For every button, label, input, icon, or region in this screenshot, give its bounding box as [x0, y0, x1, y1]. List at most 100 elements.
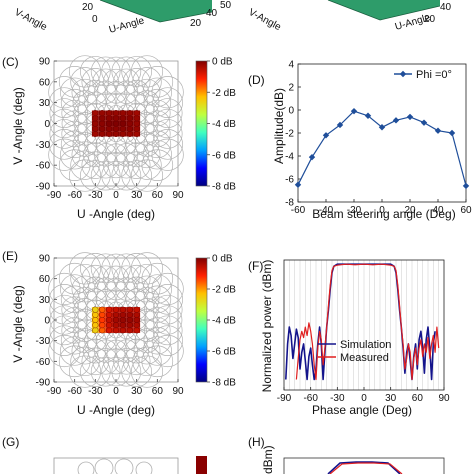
panel-e-footprint-cell-26 — [68, 252, 102, 285]
panel-e-footprint-cell-103 — [152, 325, 183, 356]
panel-c-footprint-cell-28 — [81, 151, 110, 179]
panel-e-footprint-cell-59 — [101, 253, 131, 284]
panel-e-footprint-cell-17 — [70, 346, 100, 377]
panel-e-active-beam-2-2 — [106, 316, 113, 324]
panel-e-active-beam-3-1 — [99, 311, 106, 318]
panel-c-footprint-cell-89 — [134, 90, 160, 116]
panel-g-colorbar — [196, 456, 207, 474]
panel-f-xtick-label-4: 30 — [385, 393, 397, 404]
panel-c-footprint-cell-0 — [48, 138, 81, 171]
panel-c-footprint-cell-93 — [141, 149, 174, 181]
panel-c-footprint-cell-107 — [152, 87, 183, 118]
panel-c-active-beam-2-3 — [112, 120, 120, 127]
panel-c-active-beam-4-1 — [99, 110, 106, 117]
panel-e-footprint-cell-92 — [130, 252, 164, 285]
panel-c-footprint-cell-15 — [58, 66, 91, 98]
top-strip-left: V-Angle U-Angle 20 0 20 40 50 — [13, 0, 232, 36]
panel-d-series-0-point-3 — [336, 121, 344, 129]
panel-e-footprint-cell-83 — [132, 346, 162, 377]
panel-e-active-beam-2-4 — [119, 316, 126, 324]
panel-c-active-beam-3-6 — [133, 115, 140, 122]
panel-e-footprint-cell-58 — [102, 265, 130, 292]
panel-c: (C) -90 -60 -30 0 30 60 90 -90 -60 -30 0 30 60 90 U -… — [2, 55, 184, 221]
panel-e-footprint-cell-101 — [141, 262, 174, 295]
panel-d-ylabel: Amplitude(dB) — [272, 88, 286, 164]
panel-c-ytick-label-3: 0 — [44, 119, 50, 130]
panel-e-active-beam-1-2 — [106, 322, 113, 329]
surface-right-tick-2: 40 — [440, 2, 452, 13]
panel-e-footprint-cell-82 — [130, 355, 164, 388]
panel-e-footprint-cell-36 — [81, 264, 110, 293]
panel-c-footprint-cell-95 — [143, 130, 172, 159]
panel-e-colorbar-tick-label-4: -8 dB — [212, 378, 236, 389]
panel-e-active-beam-3-5 — [126, 311, 133, 318]
panel-c-active-beam-0-1 — [99, 130, 106, 137]
panel-e-footprint-cell-108 — [151, 272, 184, 306]
surface-left-tick-3: 20 — [190, 18, 202, 29]
panel-c-colorbar-tick-label-3: -6 dB — [212, 150, 236, 161]
panel-e-footprint-cell-8 — [59, 336, 90, 366]
panel-c-footprint-cell-7 — [58, 149, 91, 181]
panel-e-active-beam-0-5 — [126, 327, 133, 334]
panel-e-footprint-cell-72 — [122, 347, 151, 376]
panel-c-active-beam-1-4 — [119, 125, 126, 132]
panel-c-footprint-cell-83 — [132, 150, 162, 180]
panel-e-colorbar-tick-label-0: 0 dB — [212, 254, 233, 265]
panel-c-footprint-cell-17 — [70, 150, 100, 180]
panel-e-active-beam-0-6 — [133, 327, 140, 334]
panel-c-ytick-label-4: 30 — [39, 98, 51, 109]
panel-e-footprint-cell-89 — [134, 286, 160, 312]
panel-e-ytick-label-5: 60 — [39, 274, 51, 285]
panel-c-active-beam-0-3 — [112, 130, 120, 137]
surface-plot-left-edge — [99, 0, 213, 23]
panel-d-xtick-label-4: 20 — [404, 205, 416, 216]
panel-d-ytick-label-4: 0 — [288, 106, 294, 117]
panel-c-active-beam-0-2 — [106, 130, 113, 137]
surface-left-u-label: U-Angle — [108, 15, 146, 36]
panel-e-footprint-cell-15 — [58, 262, 91, 295]
panel-e-ylabel: V -Angle (deg) — [11, 285, 25, 362]
panel-c-footprint-cell-36 — [81, 68, 110, 96]
panel-c-footprint-cell-49 — [101, 160, 131, 191]
panel-g-cell-4 — [135, 461, 153, 474]
panel-e-ytick-label-2: -30 — [36, 336, 51, 347]
panel-c-active-beam-1-3 — [112, 125, 120, 132]
panel-e-footprint-cell-105 — [152, 305, 183, 335]
panel-c-footprint-cell-25 — [70, 67, 100, 97]
panel-c-footprint-cell-58 — [102, 68, 130, 95]
panel-c-footprint-cell-103 — [152, 129, 183, 160]
panel-c-ytick-label-5: 60 — [39, 77, 51, 88]
surface-plot-left — [100, 0, 212, 22]
panel-e-footprint-cell-13 — [60, 285, 89, 314]
panel-e-footprint-cell-81 — [121, 253, 152, 284]
panel-e-active-beam-3-0 — [92, 311, 99, 318]
panel-c-ytick-label-0: -90 — [36, 182, 51, 193]
panel-c-footprint-cell-29 — [82, 142, 108, 168]
panel-d-ytick-label-1: -6 — [285, 175, 294, 186]
panel-d-series-0-point-7 — [392, 117, 400, 124]
panel-e-plot: -90 -60 -30 0 30 60 90 -90 -60 -30 0 30 60 90 — [36, 252, 184, 397]
panel-e-footprint-cell-97 — [144, 306, 171, 334]
panel-f-xtick-label-1: -60 — [303, 393, 318, 404]
panel-e-colorbar: 0 dB -2 dB -4 dB -6 dB -8 dB — [195, 254, 236, 389]
panel-d-series-0-point-11 — [448, 129, 456, 137]
surface-left-tick-1: 20 — [82, 2, 94, 13]
panel-c-active-beam-2-2 — [106, 120, 113, 127]
panel-d-ytick-label-2: -4 — [285, 152, 294, 163]
panel-d-series-0-point-8 — [406, 113, 414, 121]
panel-c-xtick-label-5: 60 — [152, 190, 164, 201]
panel-e-colorbar-bar — [195, 257, 208, 383]
panel-e-footprint-cell-46 — [94, 277, 118, 301]
panel-c-footprint-cell-71 — [121, 160, 152, 191]
panel-d-axes-frame — [297, 63, 467, 203]
panel-e-colorbar-tick-label-2: -4 dB — [212, 316, 236, 327]
panel-e-footprint-cell-29 — [82, 338, 108, 364]
panel-f-ylabel: Normalized power (dBm) — [260, 260, 274, 393]
panel-e-colorbar-tick-label-1: -2 dB — [212, 285, 236, 296]
panel-d-label: (D) — [248, 73, 265, 87]
panel-c-colorbar: 0 dB -2 dB -4 dB -6 dB -8 dB — [195, 57, 236, 193]
panel-d-series-0-point-5 — [364, 112, 372, 119]
panel-e-footprint-cell-107 — [152, 284, 183, 315]
panel-c-footprint-cell-5 — [49, 87, 80, 118]
